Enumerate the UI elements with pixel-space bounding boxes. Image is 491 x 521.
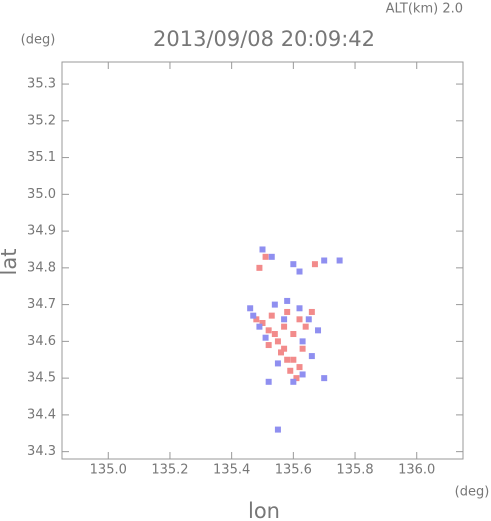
x-tick-label: 136.0	[398, 463, 435, 478]
data-point	[271, 331, 278, 338]
data-point	[274, 426, 281, 433]
x-tick-label: 135.8	[336, 463, 373, 478]
data-point	[336, 257, 343, 264]
data-point	[265, 378, 272, 385]
plot-frame	[61, 61, 464, 460]
data-point	[256, 264, 263, 271]
y-tick-label: 34.4	[27, 407, 56, 422]
data-point	[281, 323, 288, 330]
data-point	[284, 308, 291, 315]
data-point	[259, 246, 266, 253]
data-point	[290, 378, 297, 385]
data-point	[274, 338, 281, 345]
data-point	[293, 375, 300, 382]
data-point	[265, 327, 272, 334]
data-point	[253, 316, 260, 323]
data-point	[299, 345, 306, 352]
x-tick-label: 135.4	[213, 463, 250, 478]
data-point	[278, 349, 285, 356]
data-point	[296, 364, 303, 371]
y-axis-label: lat	[0, 249, 21, 276]
data-point	[290, 356, 297, 363]
data-point	[290, 331, 297, 338]
y-tick-label: 35.0	[27, 187, 56, 202]
y-unit: (deg)	[21, 33, 56, 48]
y-tick-label: 34.7	[27, 297, 56, 312]
chart-title: 2013/09/08 20:09:42	[153, 27, 375, 51]
data-point	[271, 301, 278, 308]
x-tick-label: 135.2	[151, 463, 188, 478]
data-point	[305, 316, 312, 323]
y-tick-label: 34.9	[27, 224, 56, 239]
data-point	[299, 371, 306, 378]
data-point	[281, 345, 288, 352]
data-point	[311, 261, 318, 268]
data-point	[290, 261, 297, 268]
x-axis-label: lon	[248, 499, 280, 521]
x-unit: (deg)	[455, 485, 490, 500]
data-point	[302, 323, 309, 330]
x-tick-label: 135.6	[275, 463, 312, 478]
data-point	[284, 297, 291, 304]
data-point	[321, 257, 328, 264]
data-point	[308, 353, 315, 360]
data-point	[259, 319, 266, 326]
y-tick-label: 34.6	[27, 334, 56, 349]
data-point	[296, 268, 303, 275]
x-tick-label: 135.0	[90, 463, 127, 478]
data-point	[308, 308, 315, 315]
y-tick-label: 34.8	[27, 260, 56, 275]
data-point	[299, 338, 306, 345]
data-point	[265, 342, 272, 349]
data-point	[296, 305, 303, 312]
data-point	[274, 360, 281, 367]
y-tick-label: 35.1	[27, 150, 56, 165]
data-point	[268, 253, 275, 260]
y-tick-label: 34.5	[27, 371, 56, 386]
data-point	[262, 334, 269, 341]
altitude-label: ALT(km) 2.0	[386, 2, 463, 17]
data-point	[268, 312, 275, 319]
data-point	[250, 312, 257, 319]
y-tick-label: 35.3	[27, 77, 56, 92]
data-point	[284, 356, 291, 363]
data-point	[321, 375, 328, 382]
data-point	[287, 367, 294, 374]
data-point	[315, 327, 322, 334]
y-tick-label: 35.2	[27, 113, 56, 128]
data-point	[296, 316, 303, 323]
data-point	[256, 323, 263, 330]
data-point	[247, 305, 254, 312]
y-tick-label: 34.3	[27, 444, 56, 459]
data-point	[281, 316, 288, 323]
data-point	[262, 253, 269, 260]
